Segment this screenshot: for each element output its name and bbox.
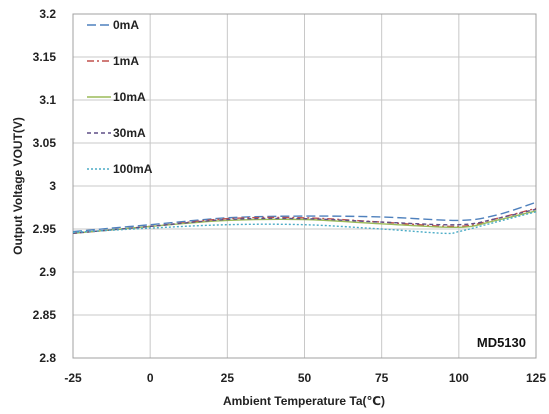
x-axis-label: Ambient Temperature Ta(℃) [223, 394, 385, 408]
x-tick-label: 75 [375, 371, 389, 385]
y-tick-label: 2.8 [39, 351, 56, 365]
x-tick-label: -25 [64, 371, 82, 385]
x-tick-label: 50 [298, 371, 312, 385]
y-tick-label: 2.9 [39, 265, 56, 279]
y-tick-label: 3.2 [39, 7, 56, 21]
x-tick-label: 100 [449, 371, 469, 385]
series-line-0mA [72, 201, 537, 233]
series-line-30mA [72, 208, 537, 234]
series-line-10mA [72, 210, 537, 234]
tick-labels: -25 0 25 50 75 100 125 2.8 2.85 2.9 2.95 3 3.05 3.1 3.… [33, 7, 547, 385]
y-tick-label: 3.1 [39, 93, 56, 107]
legend-label: 30mA [113, 126, 146, 140]
y-tick-label: 3.15 [33, 50, 57, 64]
grid [72, 13, 537, 359]
series-layer [72, 201, 537, 235]
legend-label: 100mA [113, 162, 153, 176]
legend: 0mA 1mA 10mA 30mA 100mA [87, 18, 153, 176]
y-tick-label: 2.85 [33, 308, 57, 322]
y-tick-label: 3 [49, 179, 56, 193]
legend-label: 10mA [113, 90, 146, 104]
x-tick-label: 125 [526, 371, 546, 385]
plot-area-border [72, 13, 537, 359]
chart-annotation: MD5130 [477, 335, 526, 350]
x-tick-label: 0 [147, 371, 154, 385]
y-axis-label: Output Voltage VOUT(V) [11, 117, 25, 255]
series-line-100mA [72, 211, 537, 235]
y-tick-label: 2.95 [33, 222, 57, 236]
y-tick-label: 3.05 [33, 136, 57, 150]
legend-label: 1mA [113, 54, 139, 68]
x-tick-label: 25 [221, 371, 235, 385]
legend-label: 0mA [113, 18, 139, 32]
